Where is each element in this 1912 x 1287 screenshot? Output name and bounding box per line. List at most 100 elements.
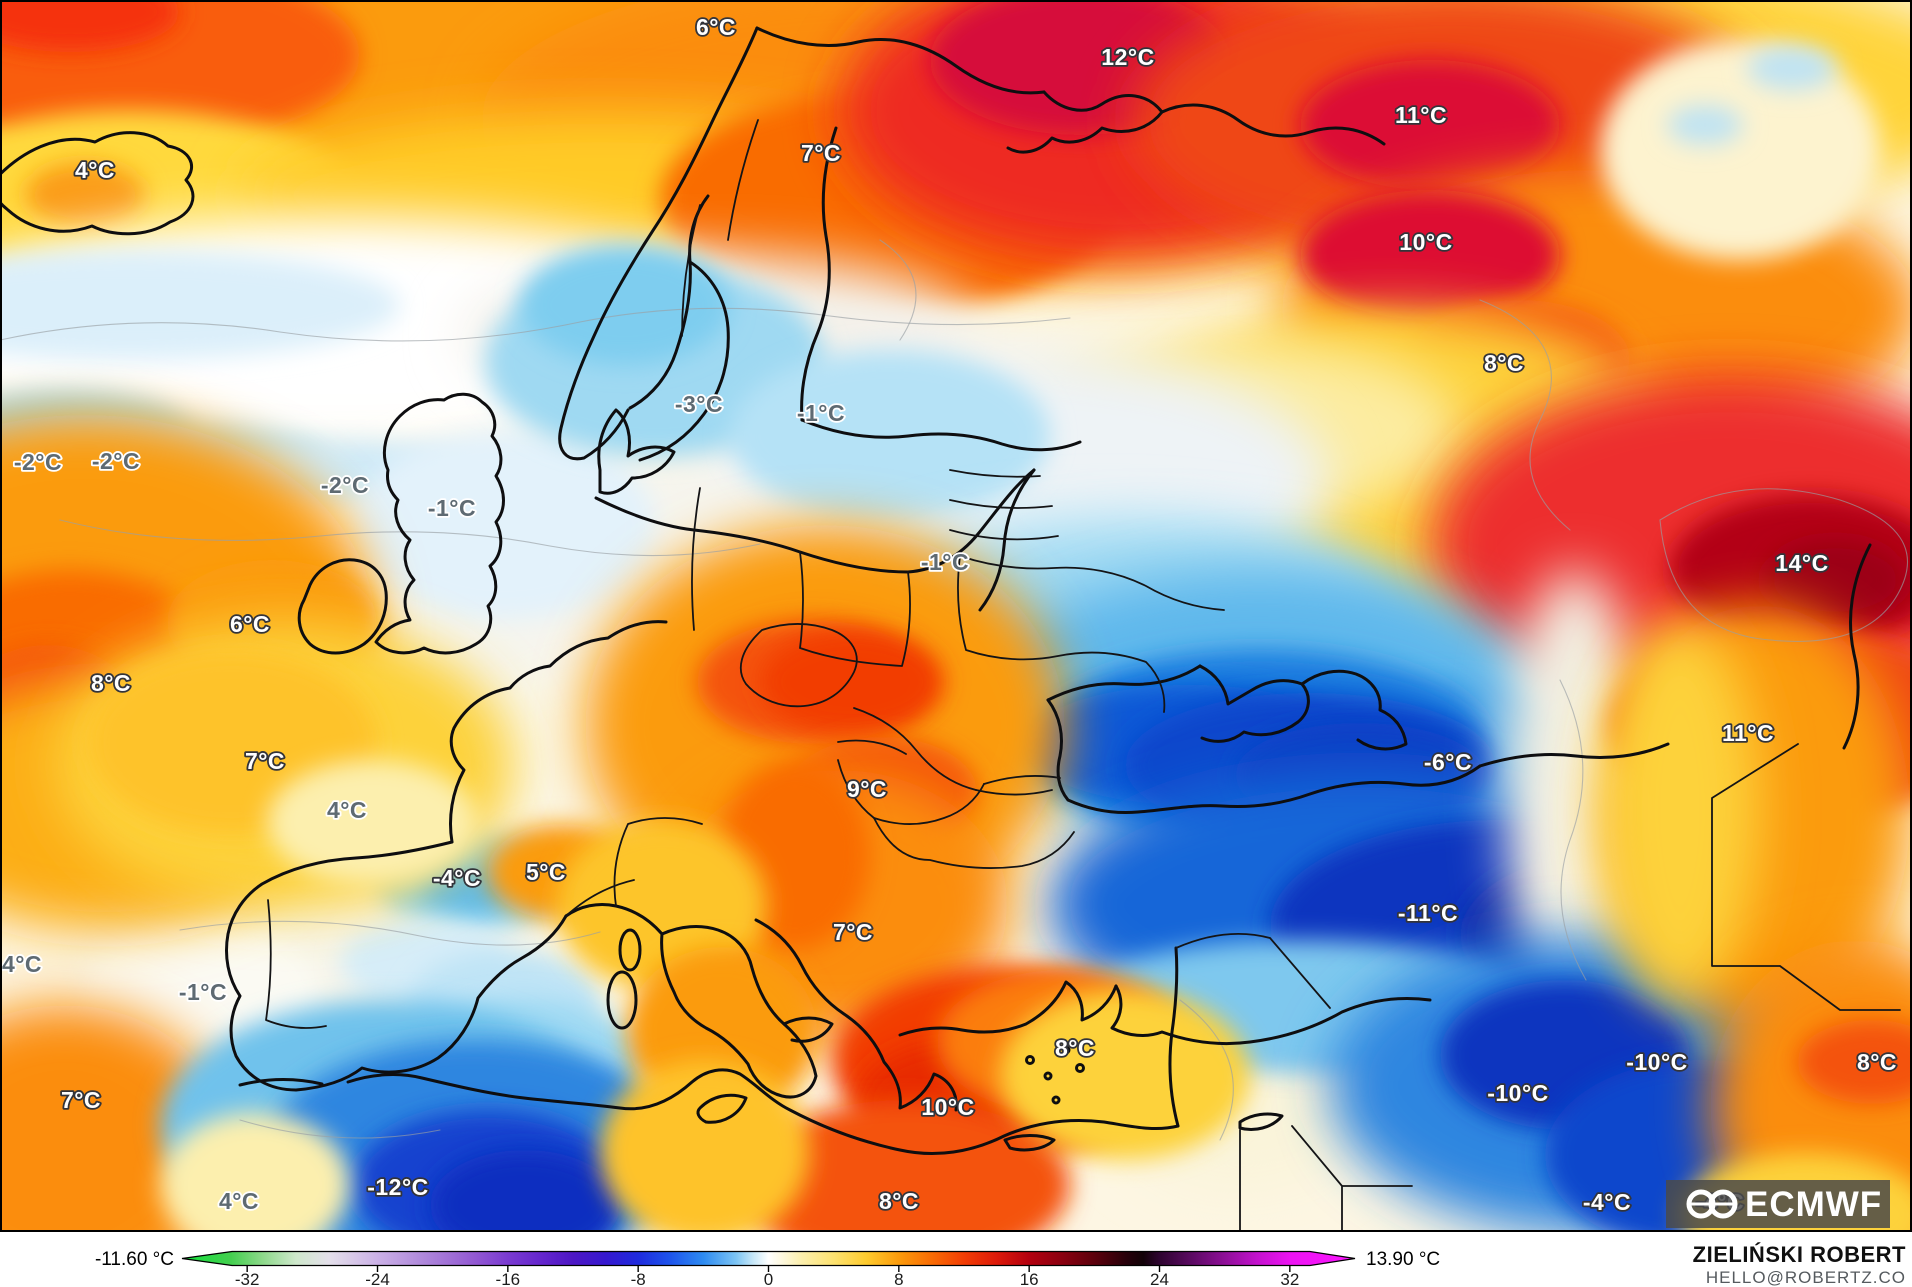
temp-label: 8°C [1857,1049,1897,1075]
temp-label: -4°C [433,865,481,891]
colorbar-tick-label: -32 [235,1270,260,1287]
border-alps [565,817,703,917]
temp-label: 7°C [245,748,285,774]
colorbar-tick-label: -16 [496,1270,521,1287]
border-portugal [265,899,327,1029]
aegean-island [1043,1071,1053,1081]
temp-label: 8°C [91,670,131,696]
credit-author: ZIELIŃSKI ROBERT [1693,1242,1906,1267]
temp-label: 7°C [833,919,873,945]
temp-label: 4°C [75,157,115,183]
coast-gulf-finland [800,418,1082,452]
temperature-labels: 4°C 6°C 7°C 12°C 11°C 10°C 8°C -2°C -2°C -2°C -1°C… [0,12,1898,1217]
coast-italy-heel [782,1016,834,1043]
temp-label: -3°C [675,391,723,417]
coast-black-sea-north [1046,664,1202,702]
legend: -11.60 °C -32 -24 -16 -8 0 8 16 24 32 13.90 °C Z… [0,1232,1912,1287]
temp-label: 5°C [526,859,566,885]
ecmwf-globe-icon [1686,1189,1738,1219]
coast-iceland [0,131,195,236]
colorbar-tick-label: 32 [1280,1270,1299,1287]
temp-label: 8°C [1055,1035,1095,1061]
coast-norway [558,26,759,461]
coast-finland [800,126,838,422]
coast-west-europe [449,620,668,844]
coast-iberia [225,840,568,1092]
temp-label: 14°C [1775,550,1828,576]
border-mideast [1175,743,1901,1232]
coast-azov [1300,669,1408,751]
border-czech [739,623,858,708]
coast-caspian [1842,543,1872,750]
border-ukraine [957,555,1225,713]
coast-italy [660,925,818,1099]
coast-arctic-russia [1160,103,1386,146]
coast-gulf-bothnia [628,194,710,410]
temp-label: 11°C [1395,102,1447,128]
coast-sweden-east [638,260,730,462]
temp-label: -1°C [921,549,969,575]
colorbar-tick-label: 8 [894,1270,903,1287]
coast-britain [374,392,505,655]
temp-label: 11°C [1722,720,1774,746]
temp-label: -10°C [1487,1080,1549,1106]
coast-sicily [696,1093,748,1124]
aegean-island [1075,1063,1085,1073]
coast-adriatic-balkans [754,918,958,1112]
temp-label: -2°C [14,449,62,475]
temp-label: 4°C [2,951,42,977]
temp-label: -10°C [1626,1049,1688,1075]
temp-label: -11°C [1398,900,1458,926]
coast-denmark [597,408,676,495]
coast-caucasus [1478,742,1670,768]
colorbar-tick-label: -24 [365,1270,390,1287]
coast-baltic-east [978,468,1036,612]
coast-ireland [297,558,388,655]
temp-label: 4°C [327,797,367,823]
coast-scandinavia-north [755,26,1046,95]
temp-label: 6°C [230,611,270,637]
coast-sardinia [606,970,638,1030]
coast-greece-north [898,980,1118,1037]
credit-email: HELLO@ROBERTZ.CO [1706,1268,1906,1287]
aegean-island [1061,1045,1071,1055]
coast-crimea [1198,664,1310,743]
temp-label: 8°C [879,1188,919,1214]
temp-label: -1°C [179,979,227,1005]
colorbar-tick-label: 16 [1020,1270,1039,1287]
temp-label: 10°C [921,1094,974,1120]
border-balkans [873,775,1075,869]
colorbar-tick-label: 0 [764,1270,773,1287]
colorbar-max-label: 13.90 °C [1366,1249,1440,1270]
temp-label: 6°C [696,14,736,40]
temp-label: 12°C [1101,44,1154,70]
temp-label: 4°C [219,1188,259,1214]
colorbar-tick-label: -8 [631,1270,646,1287]
temp-label: 9°C [847,776,887,802]
coast-levant [1168,946,1180,1128]
coastlines [0,26,1901,1232]
coast-black-sea-west [1046,698,1482,814]
ecmwf-logo: ECMWF [1666,1180,1890,1228]
temp-label: -1°C [428,495,476,521]
border-carpathia-hungary [837,707,985,825]
coast-turkey-west [1110,984,1432,1045]
temp-label: 8°C [1484,350,1524,376]
colorbar [181,1250,1356,1267]
coast-white-sea [1006,90,1164,154]
temp-label: -12°C [367,1174,429,1200]
temp-label: -6°C [1424,749,1472,775]
border-scandinavia [681,119,759,337]
coast-corsica [618,928,642,972]
border-baltics [949,469,1059,541]
coast-baltic-south [594,468,1036,574]
temp-label: -1°C [797,400,845,426]
temp-label: -4°C [1583,1189,1631,1215]
temp-label: 7°C [801,140,841,166]
colorbar-min-label: -11.60 °C [95,1249,174,1270]
aegean-island [1025,1055,1035,1065]
